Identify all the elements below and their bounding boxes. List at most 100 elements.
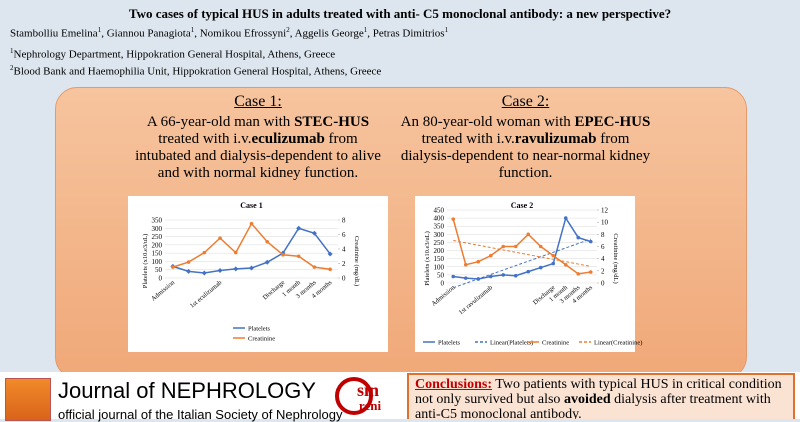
data-point [513,273,518,278]
case-2: Case 2: An 80-year-old woman with EPEC-HU… [398,93,653,182]
y2-tick-label: 6 [601,243,605,251]
y2-tick-label: 6 [342,231,346,239]
y2-tick-label: 4 [601,255,605,263]
y2-tick-label: 0 [601,280,605,288]
data-point [463,262,468,267]
text-run: ravulizumab [514,131,597,147]
author-affiliation: 1 [444,26,449,34]
affiliation-number: 1 [10,47,14,55]
legend-label: Creatinine [542,340,569,347]
author-affiliation: 1 [97,26,102,34]
y2-tick-label: 12 [601,207,609,215]
y-tick-label: 100 [152,258,163,266]
text-run: An 80-year-old woman with [400,114,575,130]
data-point [327,251,333,257]
data-point [563,262,568,267]
y-tick-label: 250 [152,233,163,241]
y-tick-label: 300 [152,225,163,233]
journal-cover [5,378,51,421]
affiliation-text: Blood Bank and Haemophilia Unit, Hippokr… [13,65,382,78]
logo-ring [335,377,373,415]
journal-subtitle: official journal of the Italian Society … [58,407,343,422]
data-point [249,265,254,271]
journal-name: Journal of NEPHROLOGY [58,378,316,403]
trend-line [453,240,591,267]
data-point [513,244,518,249]
y-tick-label: 250 [434,239,445,247]
y-tick-label: 300 [434,231,445,239]
authors: Stambolliu Emelina1, Giannou Panagiota1,… [10,26,449,40]
text-run: from intubated and dialysis-dependent to… [135,131,381,181]
y2-tick-label: 10 [601,219,609,227]
y-tick-label: 50 [155,266,163,274]
y-tick-label: 50 [437,271,445,279]
y2-tick-label: 8 [342,217,346,225]
conclusions: Conclusions: Two patients with typical H… [407,373,795,419]
data-point [576,235,581,240]
legend-label: Linear(Creatinine) [594,340,642,347]
author-name: Aggelis George [294,27,364,40]
data-point [576,272,581,276]
data-point [588,270,593,274]
data-point [551,253,556,258]
logo-text: sin [357,380,379,400]
chart-area [128,196,388,352]
text-run: A 66-year-old man with [146,114,295,130]
data-point [201,270,207,276]
data-point [186,268,192,274]
text-run: i.v. [496,131,515,147]
legend-label: Creatinine [248,336,275,343]
case-text: An 80-year-old woman with EPEC-HUS treat… [398,114,653,182]
y-tick-label: 200 [152,241,163,249]
data-point [476,259,481,264]
data-point [476,277,481,281]
affiliations: 1Nephrology Department, Hippokration Gen… [10,45,381,78]
case-text: A 66-year-old man with STEC-HUS treated … [133,114,383,182]
data-point [501,244,506,249]
legend-label: Linear(Platelets) [490,340,533,347]
chart-title: Case 2 [511,201,533,210]
text-run: EPEC-HUS [574,114,651,130]
y-tick-label: 450 [434,207,445,215]
y2-tick-label: 2 [342,260,346,268]
data-point [538,244,543,249]
conclusions-label lab: Conclusions: [415,377,493,392]
text-run: dialysis after treatment with anti-C5 mo… [415,392,771,419]
data-point [281,253,285,257]
author-affiliation: 2 [286,26,290,34]
data-point [186,260,191,264]
y2-axis-label: Creatinine (mg/dL) [353,236,360,286]
y2-tick-label: 0 [342,275,346,283]
data-point [463,276,468,280]
text-run: i.v. [233,131,252,147]
data-point [538,265,543,270]
data-point [202,250,207,255]
society-logo: sin reni [335,377,382,415]
trend-line [453,238,591,289]
logo-text: reni [359,398,382,413]
data-point [233,266,239,272]
author-name: Giannou Panagiota [106,27,191,40]
y-tick-label: 150 [152,250,163,258]
author-name: Petras Dimitrios [372,27,445,40]
text-run: treated with [158,131,234,147]
data-point [217,268,223,274]
data-line [452,218,591,275]
data-point [264,259,270,265]
text-run: avoided [563,392,611,407]
data-point [249,221,254,226]
data-point [563,216,568,220]
y2-tick-label: 2 [601,267,605,275]
legend-label: Platelets [248,326,270,333]
case-heading: Case 2: [501,93,550,110]
data-point [526,269,531,274]
data-point [451,274,456,279]
text-run: Two patients with typical HUS in critica… [415,377,782,407]
y2-axis-label: Creatinine (mg/dL) [612,233,619,283]
data-point [488,274,493,279]
y-tick-label: 200 [434,247,445,255]
data-point [312,265,317,269]
y2-tick-label: 8 [601,231,605,239]
y-tick-label: 400 [434,215,445,223]
author-affiliation: 1 [190,26,195,34]
